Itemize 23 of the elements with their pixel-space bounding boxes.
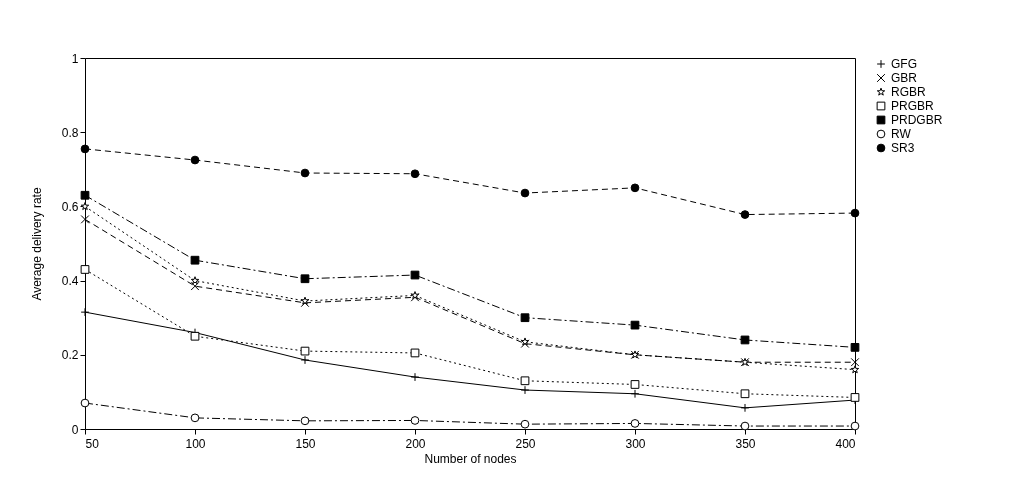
x-tick-label: 150 xyxy=(295,436,316,451)
y-tick-label: 1 xyxy=(71,51,79,66)
legend-label: PRDGBR xyxy=(891,113,943,127)
y-tick-label: 0.8 xyxy=(61,125,79,140)
legend-label: RGBR xyxy=(891,85,926,99)
y-axis-title: Average delivery rate xyxy=(29,187,44,301)
x-tick-label: 300 xyxy=(625,436,646,451)
x-tick-label: 400 xyxy=(835,436,856,451)
y-tick-label: 0 xyxy=(71,422,79,437)
legend-label: RW xyxy=(891,127,912,141)
x-tick-label: 50 xyxy=(85,436,100,451)
legend-label: GFG xyxy=(891,57,917,71)
legend-label: PRGBR xyxy=(891,99,935,113)
y-tick-label: 0.4 xyxy=(61,274,79,289)
x-tick-label: 200 xyxy=(405,436,426,451)
x-tick-label: 100 xyxy=(185,436,206,451)
x-tick-label: 350 xyxy=(735,436,756,451)
x-axis-title: Number of nodes xyxy=(424,451,517,466)
y-tick-label: 0.2 xyxy=(61,348,79,363)
legend-label: GBR xyxy=(891,71,918,85)
y-tick-label: 0.6 xyxy=(61,199,79,214)
x-tick-label: 250 xyxy=(515,436,536,451)
legend-label: SR3 xyxy=(891,141,915,155)
